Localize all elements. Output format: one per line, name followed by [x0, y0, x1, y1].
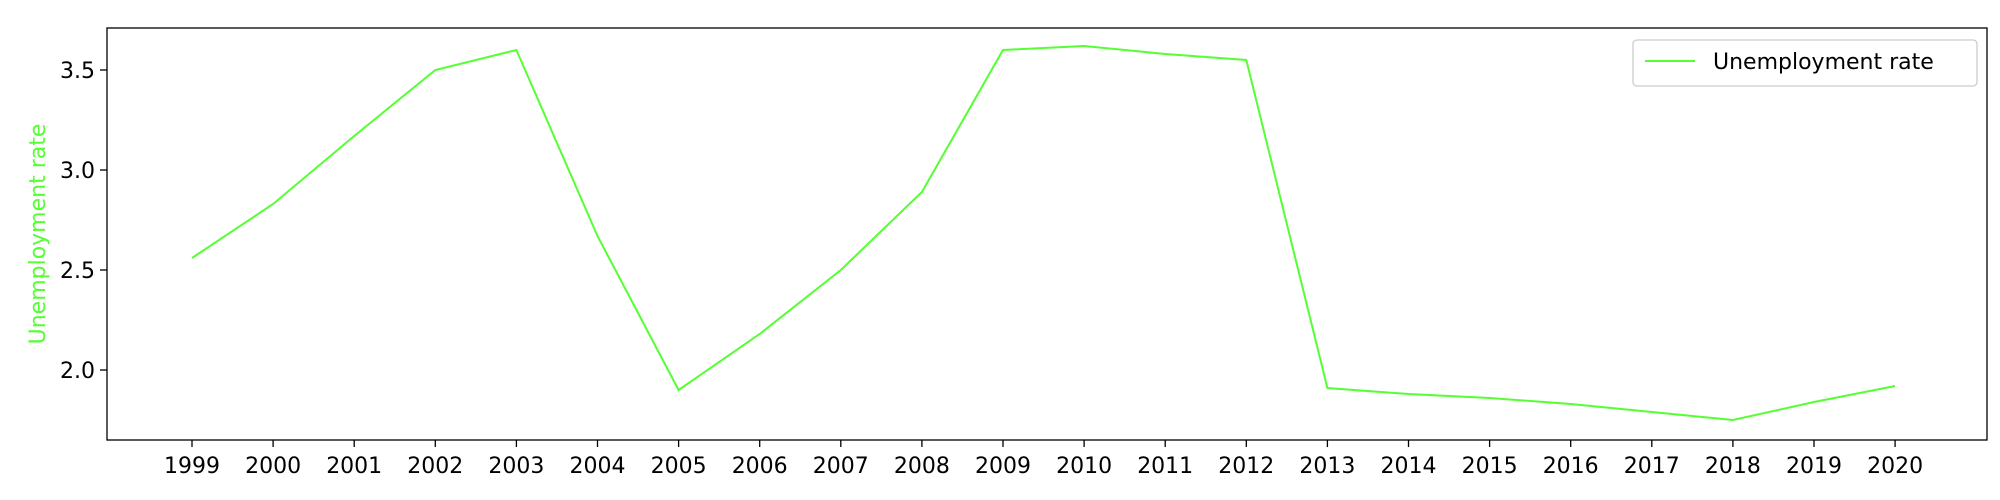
x-tick-label: 2001 [326, 454, 382, 479]
legend-box [1632, 39, 1978, 87]
x-tick-label: 2015 [1462, 454, 1518, 479]
y-tick-label: 2.0 [60, 359, 95, 384]
y-axis-label: Unemployment rate [26, 124, 51, 345]
unemployment-rate-line [191, 44, 1896, 422]
x-tick-label: 2007 [813, 454, 869, 479]
y-axis-ticks: 2.0 2.5 3.0 3.5 [60, 59, 107, 384]
x-tick-label: 1999 [164, 454, 220, 479]
y-tick-label: 3.5 [60, 59, 95, 84]
x-tick-label: 2003 [488, 454, 544, 479]
x-tick-label: 2018 [1705, 454, 1761, 479]
x-tick-label: 2004 [570, 454, 626, 479]
x-tick-label: 2019 [1786, 454, 1842, 479]
x-tick-label: 2012 [1218, 454, 1274, 479]
x-tick-label: 2014 [1381, 454, 1437, 479]
y-tick-label: 2.5 [60, 259, 95, 284]
legend-label: Unemployment rate [1713, 50, 1934, 75]
x-tick-label: 2006 [732, 454, 788, 479]
x-tick-label: 2005 [651, 454, 707, 479]
plot-area-frame [106, 27, 1988, 441]
x-tick-label: 2000 [245, 454, 301, 479]
x-tick-label: 2011 [1137, 454, 1193, 479]
x-tick-label: 2008 [894, 454, 950, 479]
x-tick-label: 2013 [1299, 454, 1355, 479]
x-axis-ticks: 1999 2000 2001 2002 2003 2004 2005 2006 2007 2008… [164, 440, 1923, 479]
legend: Unemployment rate [1632, 39, 1978, 87]
x-tick-label: 2020 [1867, 454, 1923, 479]
x-tick-label: 2009 [975, 454, 1031, 479]
y-tick-label: 3.0 [60, 159, 95, 184]
x-tick-label: 2002 [407, 454, 463, 479]
x-tick-label: 2016 [1543, 454, 1599, 479]
x-tick-label: 2017 [1624, 454, 1680, 479]
x-tick-label: 2010 [1056, 454, 1112, 479]
